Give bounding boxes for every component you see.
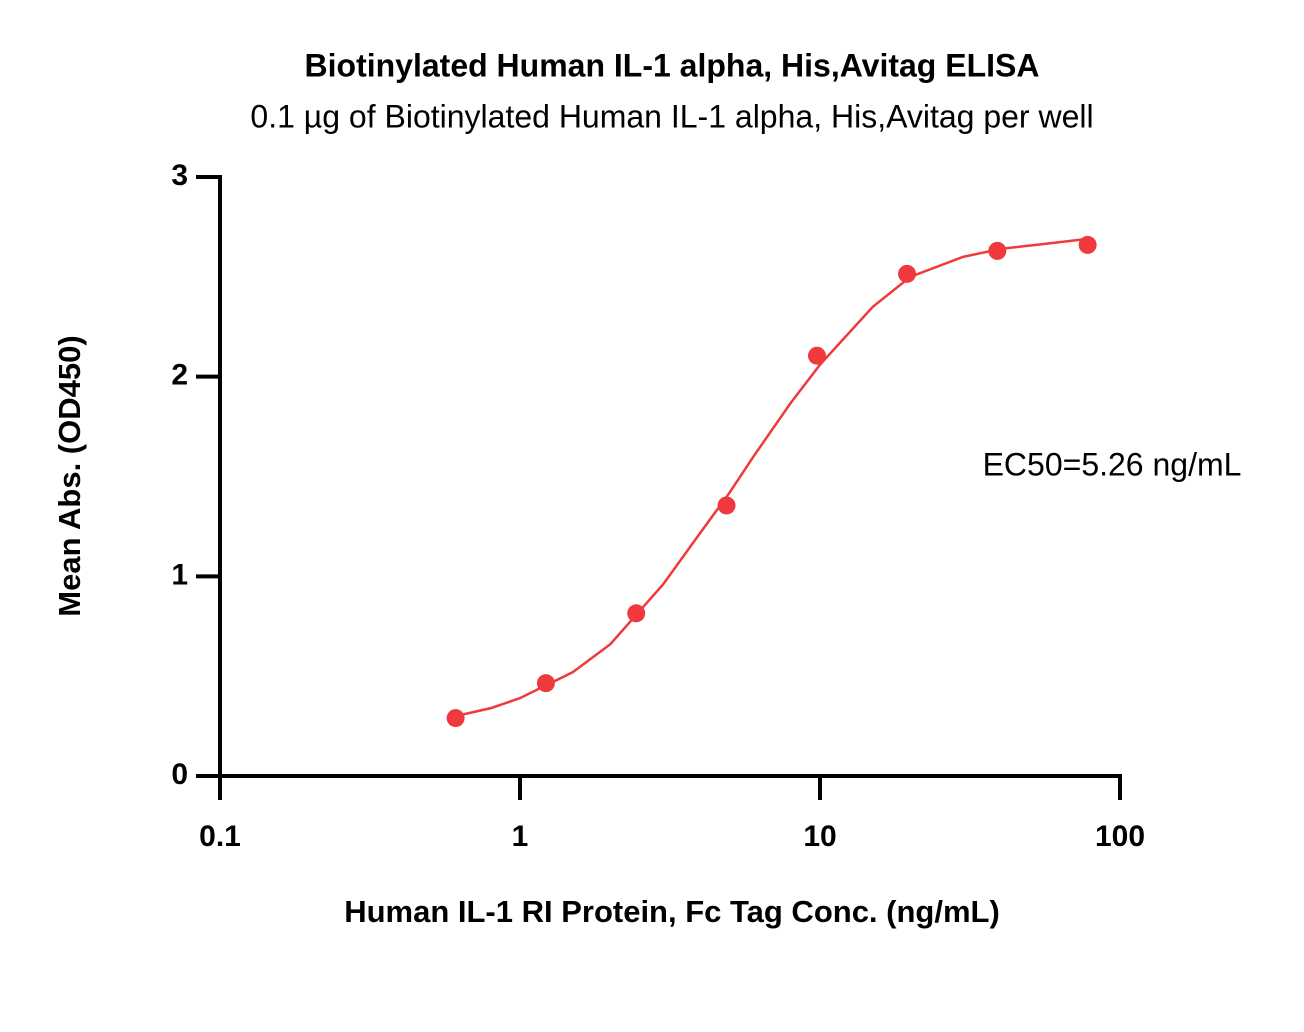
x-tick-label: 10 <box>803 820 836 853</box>
annotation: EC50=5.26 ng/mL <box>983 446 1242 482</box>
x-tick-label: 0.1 <box>199 820 241 853</box>
x-axis-title: Human IL-1 RI Protein, Fc Tag Conc. (ng/… <box>344 894 1000 929</box>
data-point <box>1078 235 1097 254</box>
x-tick-label: 100 <box>1095 820 1145 853</box>
y-axis-title: Mean Abs. (OD450) <box>52 335 87 616</box>
data-point <box>627 604 646 623</box>
data-point <box>898 264 917 283</box>
y-tick-label: 3 <box>171 159 188 192</box>
y-tick-label: 2 <box>171 359 188 392</box>
data-point <box>717 496 736 515</box>
data-point <box>536 674 555 693</box>
data-point <box>807 346 826 365</box>
y-tick-label: 0 <box>171 758 188 791</box>
fit-curve <box>455 237 1088 718</box>
y-tick-label: 1 <box>171 558 188 591</box>
chart-subtitle: 0.1 µg of Biotinylated Human IL-1 alpha,… <box>250 98 1093 134</box>
data-point <box>988 241 1007 260</box>
data-point <box>446 709 465 728</box>
chart-title: Biotinylated Human IL-1 alpha, His,Avita… <box>305 47 1040 83</box>
x-tick-label: 1 <box>512 820 529 853</box>
